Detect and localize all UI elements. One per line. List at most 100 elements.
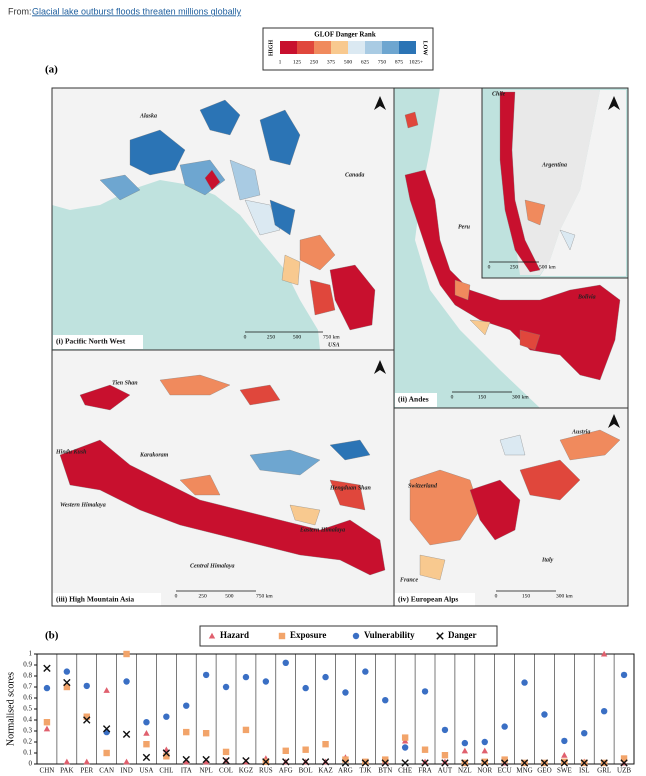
y-tick-label: 0.4: [23, 716, 32, 724]
x-tick-label: TJK: [359, 767, 371, 775]
data-point: [83, 713, 90, 720]
region: [249, 449, 321, 476]
map-title: (ii) Andes: [398, 395, 429, 404]
data-point: [540, 759, 549, 767]
region: [239, 384, 281, 406]
data-point: [401, 734, 409, 741]
scale-label: 0: [175, 593, 178, 599]
data-point: [222, 757, 230, 765]
scale-label: 0: [244, 334, 247, 340]
data-point: [202, 758, 210, 765]
region: [454, 279, 471, 301]
data-point: [83, 716, 91, 724]
title-bg: [53, 593, 161, 606]
region: [259, 109, 301, 166]
scale-label: 500: [225, 593, 234, 599]
data-point: [242, 757, 250, 765]
legend-swatch: [331, 41, 348, 54]
data-point: [142, 753, 151, 762]
legend-swatch: [365, 41, 382, 54]
map-title: (iv) European Alps: [398, 595, 458, 604]
legend-swatch: [399, 41, 416, 54]
y-tick-label: 0.9: [23, 661, 32, 669]
data-point: [83, 758, 90, 765]
place-label: Alaska: [139, 113, 157, 119]
region: [329, 479, 366, 511]
data-point: [222, 683, 230, 691]
data-point: [43, 719, 51, 726]
data-point: [322, 673, 329, 681]
data-point: [561, 758, 568, 765]
scale-label: 500 km: [539, 264, 556, 270]
data-point: [461, 739, 469, 747]
region: [79, 384, 131, 411]
data-point: [202, 755, 210, 764]
x-tick-label: BOL: [299, 767, 313, 775]
region: [159, 374, 231, 396]
x-tick-label: FRA: [418, 767, 432, 775]
data-point: [362, 668, 369, 675]
data-point: [321, 758, 330, 766]
title-bg: [395, 593, 475, 606]
x-tick-label: NPL: [200, 767, 213, 775]
legend-label: 1025+: [409, 59, 423, 65]
data-point: [163, 713, 170, 720]
data-point: [242, 673, 250, 681]
x-tick-label: CHN: [40, 767, 55, 775]
region: [329, 439, 371, 461]
region: [289, 504, 321, 526]
data-point: [401, 744, 409, 751]
legend-marker: [208, 632, 216, 639]
legend-label: 500: [344, 59, 353, 65]
data-point: [202, 730, 210, 737]
data-point: [561, 737, 568, 745]
region: [404, 169, 621, 381]
data-point: [301, 758, 310, 766]
scale-label: 500: [293, 334, 302, 340]
data-point: [620, 759, 628, 767]
data-point: [182, 755, 190, 764]
region: [559, 229, 576, 251]
data-point: [441, 759, 449, 767]
article-link[interactable]: Glacial lake outburst floods threaten mi…: [32, 6, 242, 16]
data-point: [123, 758, 130, 765]
data-point: [382, 756, 389, 763]
x-tick-label: KGZ: [239, 767, 253, 775]
place-label: Canada: [345, 172, 364, 178]
legend-label: 1: [279, 59, 282, 65]
y-tick-label: 0.5: [23, 705, 32, 713]
data-point: [342, 756, 349, 763]
data-point: [620, 755, 628, 762]
data-point: [102, 725, 111, 733]
data-point: [342, 689, 349, 696]
legend-swatch: [297, 41, 314, 54]
x-tick-label: NOR: [477, 767, 492, 775]
data-point: [560, 759, 569, 767]
data-point: [183, 702, 190, 709]
data-point: [361, 759, 370, 767]
x-tick-label: UZB: [617, 767, 631, 775]
data-point: [421, 688, 429, 695]
legend-swatch: [382, 41, 399, 54]
data-point: [282, 747, 289, 754]
data-point: [600, 650, 608, 657]
place-label: Tien Shan: [112, 380, 138, 386]
legend-label: Exposure: [290, 630, 326, 640]
region: [281, 254, 301, 286]
region: [519, 459, 581, 501]
scale-bars: 0 250 500 750 km 0 250 500 km 0 150 300 km 0 250 500…: [175, 261, 573, 599]
data-point: [401, 759, 409, 767]
data-point: [143, 741, 150, 748]
data-point: [262, 678, 270, 685]
region: [59, 439, 386, 576]
x-tick-label: USA: [139, 767, 153, 775]
x-tick-label: IND: [120, 767, 132, 775]
x-tick-label: CHL: [159, 767, 173, 775]
region: [329, 264, 376, 331]
data-point: [63, 668, 71, 675]
place-label: Central Himalaya: [190, 563, 235, 569]
data-point: [282, 659, 289, 666]
plot-frame: [36, 653, 635, 765]
map-european-alps: [394, 408, 628, 606]
